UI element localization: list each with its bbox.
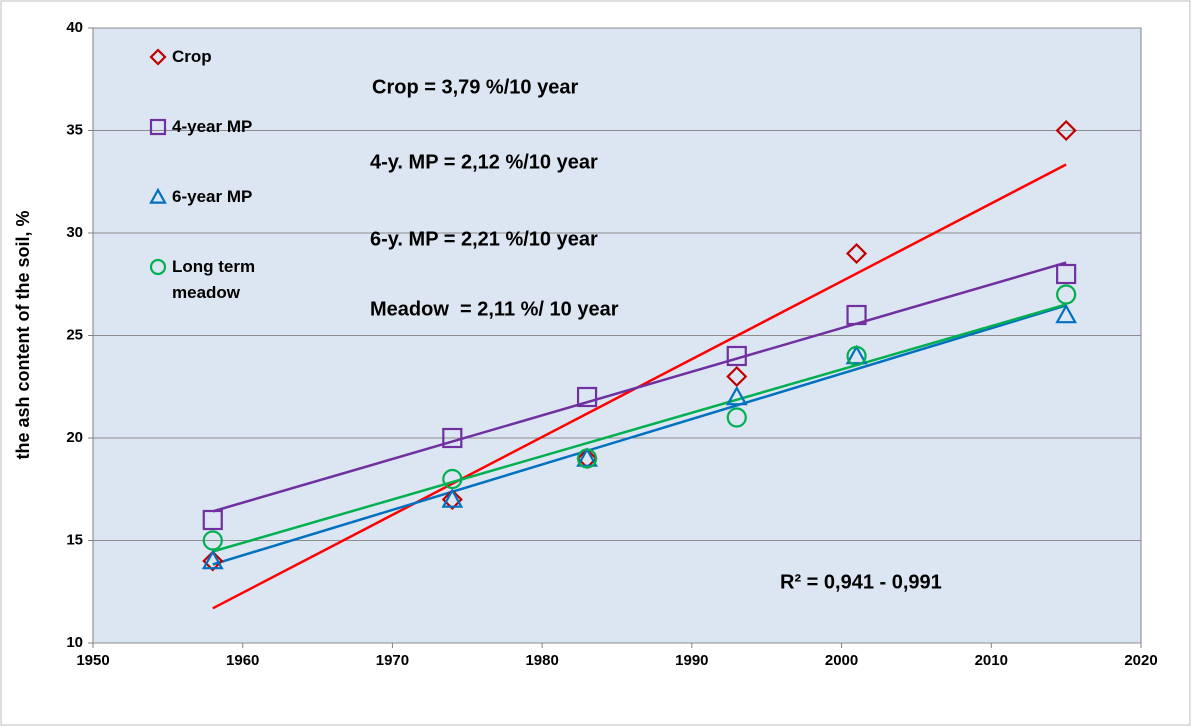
marker [1056,284,1077,305]
marker [442,427,463,449]
annotation: 4-y. MP = 2,12 %/10 year [370,151,598,173]
legend-marker [149,118,167,136]
marker [441,488,464,508]
marker [846,345,867,367]
legend-label: Crop [172,47,212,66]
x-tick-label: 1990 [675,652,708,669]
marker [441,488,463,511]
annotation: 6-y. MP = 2,21 %/10 year [370,228,598,250]
marker [726,365,748,388]
marker [726,407,747,428]
marker [845,344,868,365]
y-tick-label: 30 [66,224,83,241]
y-tick-label: 15 [66,531,83,548]
legend-item: 4-year MP [148,114,318,184]
annotation: R² = 0,941 - 0,991 [780,571,942,593]
marker [149,48,167,66]
x-tick-label: 1970 [376,652,409,669]
x-tick-label: 1960 [226,652,259,669]
y-tick-label: 20 [66,429,83,446]
trendline [212,303,1067,553]
marker [725,385,748,406]
marker [149,118,167,136]
y-axis-label: the ash content of the soil, % [13,210,33,459]
legend-marker [149,258,167,276]
marker [1055,119,1077,142]
marker [202,550,224,572]
y-tick-label: 25 [66,326,83,343]
marker [576,447,598,467]
marker [201,549,224,570]
x-tick-label: 1950 [76,652,109,669]
trendline [212,304,1067,566]
y-tick-label: 40 [66,19,83,36]
marker [845,242,868,265]
marker [149,187,167,204]
annotation: Meadow = 2,11 %/ 10 year [370,298,619,320]
y-tick-label: 35 [66,121,83,138]
marker [726,345,747,367]
plot: 10 15 20 25 30 35 40 1950 1960 1970 1980 1990 2000 20… [66,19,1157,669]
marker [846,304,867,326]
marker [442,468,463,490]
marker [576,386,598,408]
marker [202,530,223,551]
legend-item: 6-year MP [148,184,318,254]
marker [1055,303,1078,324]
marker [202,509,223,531]
x-tick-label: 2000 [825,652,858,669]
marker [149,258,167,276]
y-tick-label: 10 [66,634,83,651]
legend-item: Long term meadow [148,254,318,324]
legend-label: Long term meadow [172,257,256,302]
annotation: Crop = 3,79 %/10 year [372,76,578,98]
legend: Crop 4-year MP 6-year MP Long term meadow [148,44,318,324]
legend-item: Crop [148,44,318,114]
legend-label: 4-year MP [172,117,253,136]
marker [576,448,598,469]
legend-marker [149,187,167,204]
legend-marker [149,48,167,66]
marker [1056,263,1077,285]
legend-label: 6-year MP [172,187,253,206]
x-tick-label: 2020 [1124,652,1157,669]
trendline [212,261,1067,513]
x-tick-label: 2010 [975,652,1008,669]
x-tick-label: 1980 [525,652,558,669]
